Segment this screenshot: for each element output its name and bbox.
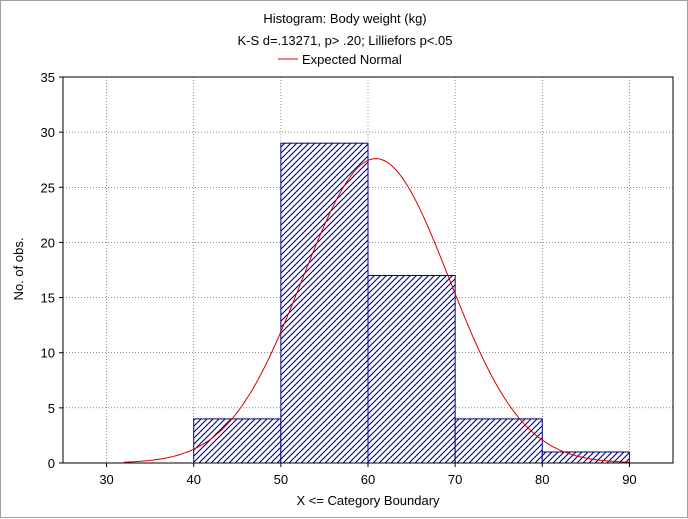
expected-normal-curve [123,158,630,463]
chart-title: Histogram: Body weight (kg) [263,11,426,26]
histogram-bar [367,275,456,464]
x-axis-ticks: 30 40 50 60 70 80 90 [99,463,637,487]
histogram-bar [454,418,543,464]
x-axis-label: X <= Category Boundary [296,493,440,508]
y-tick-label: 25 [41,180,55,195]
x-tick-label: 80 [535,472,549,487]
x-tick-label: 70 [448,472,462,487]
histogram-bar [280,142,369,464]
x-tick-label: 60 [361,472,375,487]
chart-subtitle: K-S d=.13271, p> .20; Lilliefors p<.05 [237,33,452,48]
histogram-bars [193,142,630,464]
x-tick-label: 40 [186,472,200,487]
y-tick-label: 30 [41,125,55,140]
expected-normal-curve-group [123,158,630,463]
y-tick-label: 10 [41,346,55,361]
y-tick-label: 0 [48,456,55,471]
y-tick-label: 20 [41,235,55,250]
y-tick-label: 5 [48,401,55,416]
legend-label: Expected Normal [302,52,402,67]
histogram-bar [193,418,282,464]
y-axis-label: No. of obs. [11,238,26,301]
y-axis-ticks: 0 5 10 15 20 25 30 35 [41,70,63,471]
x-tick-label: 30 [99,472,113,487]
x-tick-label: 50 [274,472,288,487]
y-tick-label: 15 [41,291,55,306]
x-tick-label: 90 [622,472,636,487]
y-tick-label: 35 [41,70,55,85]
